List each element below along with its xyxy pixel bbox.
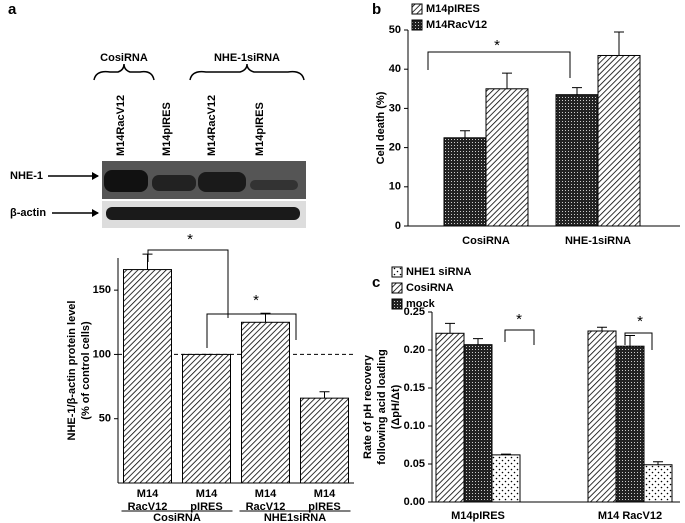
legend-label: M14RacV12: [426, 19, 487, 31]
annotation: *: [253, 292, 259, 309]
x-tick-label: M14 RacV12: [245, 488, 286, 513]
error-bar: [572, 87, 582, 95]
bar: [485, 88, 529, 227]
error-bar: [597, 326, 607, 331]
bar: [241, 321, 290, 484]
legend-swatch: [411, 3, 423, 15]
panel-label: c: [372, 274, 380, 291]
band: [250, 180, 298, 190]
error-bar: [473, 338, 483, 345]
annotation: *: [494, 37, 500, 54]
y-axis-label: (ΔpH/Δt): [390, 384, 402, 429]
y-axis-label: NHE-1/β-actin protein level: [66, 301, 78, 441]
band: [104, 170, 148, 192]
y-tick-label: 0.10: [404, 420, 425, 432]
significance-bracket: [624, 332, 653, 350]
bar: [615, 345, 645, 503]
bar: [123, 269, 172, 484]
error-bar: [445, 322, 455, 334]
bar: [587, 330, 617, 503]
y-axis-label: Rate of pH recovery: [362, 354, 374, 459]
x-tick-label: M14 pIRES: [308, 488, 341, 513]
error-bar: [501, 453, 511, 455]
panel-label: b: [372, 1, 381, 18]
y-axis-label: (% of control cells): [80, 321, 92, 420]
y-axis-label: Cell death (%): [375, 91, 387, 164]
legend-label: NHE1 siRNA: [406, 266, 471, 278]
lane-label: M14pIRES: [161, 102, 173, 156]
y-tick-label: 150: [93, 284, 111, 296]
y-tick-label: 0.15: [404, 382, 425, 394]
lane-label: M14RacV12: [115, 95, 127, 156]
y-tick-label: 50: [389, 24, 401, 36]
group-label: NHE1siRNA: [264, 512, 326, 523]
y-tick-label: 10: [389, 181, 401, 193]
bar: [491, 454, 521, 503]
bar: [443, 137, 487, 227]
significance-bracket: [504, 329, 535, 345]
significance-bracket: [206, 313, 297, 348]
y-tick-label: 30: [389, 102, 401, 114]
error-bar: [614, 31, 624, 56]
brace: [189, 63, 305, 81]
legend-swatch: [391, 282, 403, 294]
annotation: *: [187, 231, 193, 248]
significance-bracket: [147, 249, 229, 318]
band: [152, 175, 196, 191]
error-bar: [460, 130, 470, 138]
y-tick-label: 20: [389, 142, 401, 154]
band: [198, 172, 246, 192]
bar: [463, 344, 493, 503]
y-tick-label: 100: [93, 348, 111, 360]
x-tick-label: M14 pIRES: [190, 488, 223, 513]
legend-swatch: [391, 298, 403, 310]
band: [106, 207, 300, 220]
y-tick-label: 0.20: [404, 344, 425, 356]
legend-swatch: [391, 266, 403, 278]
annotation: *: [516, 311, 522, 328]
brace: [93, 63, 155, 81]
x-tick-label: CosiRNA: [462, 235, 510, 247]
lane-label: M14RacV12: [206, 95, 218, 156]
y-tick-label: 0.00: [404, 496, 425, 508]
error-bar: [625, 335, 635, 347]
bar: [597, 54, 641, 227]
y-tick-label: 0.25: [404, 306, 425, 318]
y-tick-label: 0.05: [404, 458, 425, 470]
legend-label: M14pIRES: [426, 3, 480, 15]
group-label: CosiRNA: [153, 512, 201, 523]
bar: [643, 464, 673, 503]
legend-label: CosiRNA: [406, 282, 454, 294]
annotation: *: [637, 313, 643, 330]
x-tick-label: M14pIRES: [451, 510, 505, 522]
x-tick-label: NHE-1siRNA: [565, 235, 631, 247]
error-bar: [319, 391, 330, 399]
x-tick-label: M14 RacV12: [127, 488, 168, 513]
blot-group: NHE-1siRNA: [214, 52, 280, 64]
error-bar: [260, 312, 271, 323]
y-tick-label: 0: [395, 220, 401, 232]
y-tick-label: 50: [99, 413, 111, 425]
arrow: [92, 209, 99, 217]
bar: [555, 94, 599, 227]
bar: [300, 397, 349, 484]
error-bar: [653, 461, 663, 465]
arrow: [92, 172, 99, 180]
blot-group: CosiRNA: [100, 52, 148, 64]
x-tick-label: M14 RacV12: [598, 510, 662, 522]
lane-label: M14pIRES: [254, 102, 266, 156]
y-tick-label: 40: [389, 63, 401, 75]
bar: [435, 332, 465, 503]
error-bar: [502, 72, 512, 89]
significance-bracket: [427, 51, 571, 78]
panel-label: a: [8, 1, 17, 18]
legend-swatch: [411, 19, 423, 31]
legend-label: mock: [406, 298, 436, 310]
blot-row: β-actin: [10, 207, 46, 219]
blot-row: NHE-1: [10, 170, 43, 182]
y-axis-label: following acid loading: [376, 349, 388, 465]
bar: [182, 353, 231, 484]
